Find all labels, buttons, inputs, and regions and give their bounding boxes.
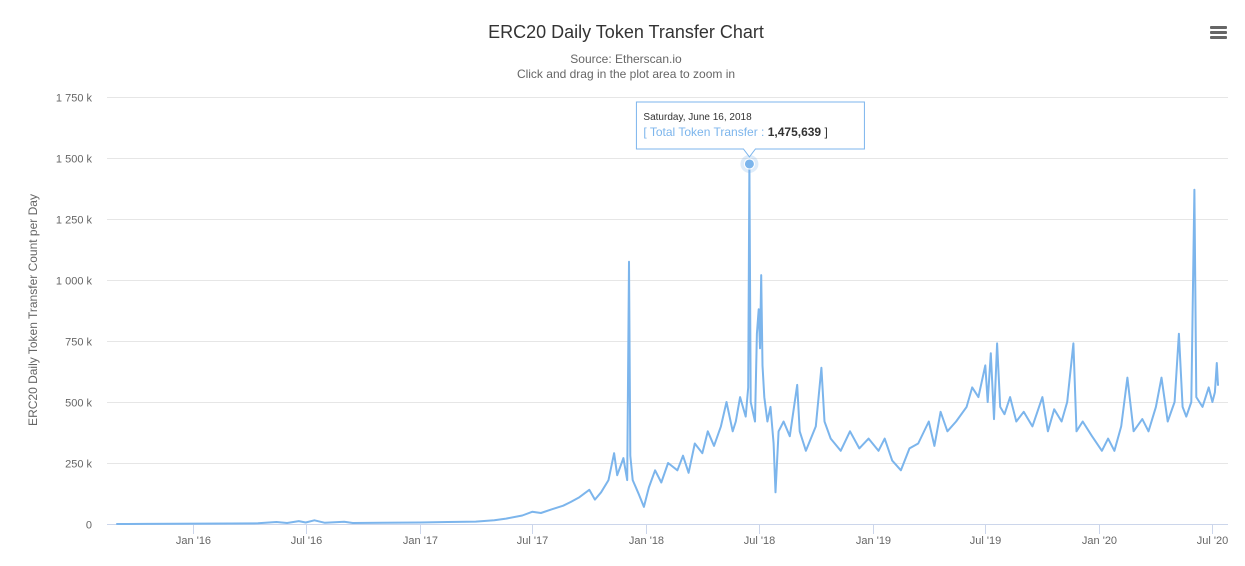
tooltip-box [635,101,865,158]
gridlines [107,97,1228,525]
y-tick-label: 750 k [65,337,92,349]
x-tick-label: Jan '16 [176,535,211,547]
chart-subtitle-zoom-hint: Click and drag in the plot area to zoom … [517,67,735,81]
x-tick-label: Jul '19 [970,535,1001,547]
x-tick-label: Jul '20 [1197,535,1228,547]
chart-title: ERC20 Daily Token Transfer Chart [488,22,764,42]
y-tick-label: 1 250 k [56,215,93,227]
series-line-total-token-transfer[interactable] [116,162,1219,525]
x-tick-label: Jul '17 [517,535,548,547]
tooltip-series-name: Total Token Transfer : [650,125,768,139]
chart-subtitle-source: Source: Etherscan.io [570,52,682,66]
x-tick-label: Jan '20 [1082,535,1117,547]
x-tick-label: Jan '17 [403,535,438,547]
x-tick-label: Jul '18 [744,535,775,547]
x-axis-ticks: Jan '16 Jul '16 Jan '17 Jul '17 Jan '18 Jul '… [176,524,1228,547]
tooltip-date: Saturday, June 16, 2018 [643,112,752,123]
series-layer[interactable] [116,162,1219,525]
hamburger-menu-icon[interactable] [1210,26,1227,39]
y-tick-label: 1 750 k [56,93,93,105]
hover-marker-point[interactable] [743,158,755,170]
tooltip: Saturday, June 16, 2018 [ Total Token Tra… [635,101,865,173]
x-tick-label: Jan '19 [856,535,891,547]
tooltip-value: 1,475,639 [768,125,822,139]
y-tick-label: 1 500 k [56,154,93,166]
tooltip-value-line: [ Total Token Transfer : 1,475,639 ] [643,125,827,139]
y-axis-ticks: 0 250 k 500 k 750 k 1 000 k 1 250 k 1 500 k 1 7… [56,93,93,532]
y-tick-label: 1 000 k [56,276,93,288]
y-tick-label: 250 k [65,459,92,471]
x-tick-label: Jul '16 [291,535,322,547]
y-tick-label: 500 k [65,398,92,410]
tooltip-bracket-close: ] [821,125,828,139]
y-tick-label: 0 [86,520,92,532]
tooltip-bracket-open: [ [643,125,649,139]
y-axis-title: ERC20 Daily Token Transfer Count per Day [26,194,40,426]
x-tick-label: Jan '18 [629,535,664,547]
